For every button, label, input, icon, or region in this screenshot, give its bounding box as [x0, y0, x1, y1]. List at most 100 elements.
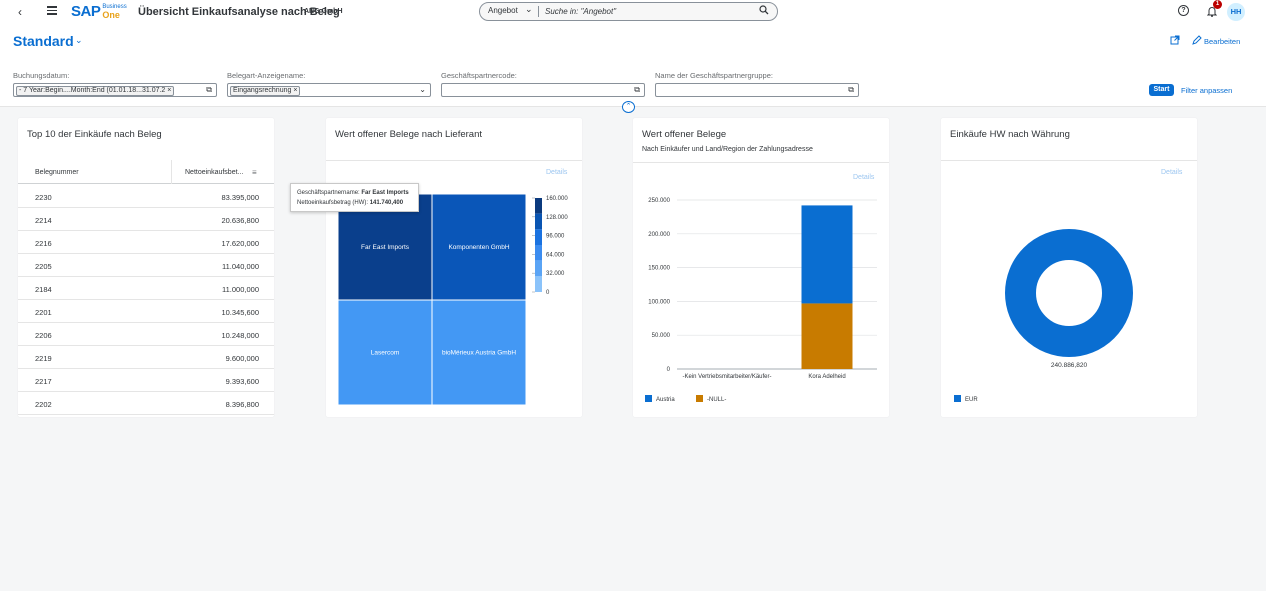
table-row[interactable]: 2214 20.636,800: [18, 208, 274, 231]
bar-segment[interactable]: [801, 303, 853, 369]
table-row[interactable]: 2205 11.040,000: [18, 254, 274, 277]
card-title[interactable]: Einkäufe HW nach Währung: [950, 129, 1070, 140]
treemap-cell-rect[interactable]: [337, 299, 433, 406]
details-link[interactable]: Details: [853, 174, 875, 181]
legend-swatch: [645, 395, 652, 402]
table-row[interactable]: 2217 9.393,600: [18, 369, 274, 392]
color-scale-label: 96.000: [546, 234, 565, 240]
donut-slice[interactable]: [1005, 229, 1133, 357]
sort-icon[interactable]: ≡: [252, 168, 257, 177]
bar-segment[interactable]: [801, 205, 853, 304]
table-row[interactable]: 2206 10.248,000: [18, 323, 274, 346]
bp-code-field[interactable]: ⧉: [441, 83, 645, 97]
doc-type-token[interactable]: Eingangsrechnung ×: [230, 85, 301, 96]
posting-date-token-text: - 7 Year:Begin....Month:End (01.01.18...…: [19, 86, 166, 94]
cell-amount: 9.600,000: [225, 354, 259, 363]
chevron-down-icon[interactable]: ⌄: [75, 35, 83, 45]
color-scale-label: 32.000: [546, 271, 565, 277]
cell-amount: 17.620,000: [221, 239, 259, 248]
cell-amount: 8.396,800: [225, 400, 259, 409]
page-header: Standard ⌄ Bearbeiten Buchungsdatum: - 7…: [0, 24, 1266, 107]
color-scale-segment: [535, 198, 542, 214]
legend-swatch: [696, 395, 703, 402]
avatar[interactable]: HH: [1227, 3, 1245, 21]
search-scope-select[interactable]: Angebot: [488, 6, 518, 15]
treemap-cell[interactable]: Lasercom: [337, 299, 433, 406]
bp-group-label: Name der Geschäftspartnergruppe:: [655, 71, 773, 80]
color-scale-segment: [535, 276, 542, 292]
back-icon[interactable]: ‹: [18, 5, 22, 19]
table-row[interactable]: 2219 9.600,000: [18, 346, 274, 369]
treemap-cell[interactable]: Komponenten GmbH: [431, 193, 527, 301]
y-tick-label: 250.000: [648, 198, 670, 204]
logo-one-text: One: [102, 10, 120, 20]
table-row[interactable]: 2184 11.000,000: [18, 277, 274, 300]
treemap-cell-rect[interactable]: [431, 193, 527, 301]
collapse-header-icon[interactable]: ⌃: [622, 101, 635, 113]
legend-label[interactable]: Austria: [656, 397, 675, 403]
posting-date-label: Buchungsdatum:: [13, 71, 70, 80]
search-separator: [538, 6, 539, 17]
legend-label[interactable]: -NULL-: [707, 397, 726, 403]
card-title[interactable]: Top 10 der Einkäufe nach Beleg: [27, 129, 162, 140]
logo-business-text: Business: [102, 4, 127, 10]
treemap-cell-label: Far East Imports: [361, 244, 410, 251]
color-scale-segment: [535, 213, 542, 230]
search-icon[interactable]: [759, 5, 769, 18]
cell-doc-number: 2205: [35, 262, 52, 271]
cell-amount: 11.000,000: [222, 285, 259, 294]
color-scale-label: 128.000: [546, 215, 568, 221]
posting-date-field[interactable]: - 7 Year:Begin....Month:End (01.01.18...…: [13, 83, 217, 97]
details-link[interactable]: Details: [1161, 169, 1183, 176]
bp-group-field[interactable]: ⧉: [655, 83, 859, 97]
cell-amount: 83.395,000: [221, 193, 259, 202]
treemap-cell-rect[interactable]: [431, 299, 527, 406]
doc-type-field[interactable]: Eingangsrechnung × ⌄: [227, 83, 431, 97]
search-input[interactable]: Suche in: "Angebot": [545, 7, 617, 16]
details-link[interactable]: Details: [546, 169, 568, 176]
table-row[interactable]: 2230 83.395,000: [18, 185, 274, 208]
y-tick-label: 150.000: [648, 266, 670, 272]
donut-card: Einkäufe HW nach Währung Details 240.886…: [941, 118, 1197, 417]
start-button[interactable]: Start: [1149, 84, 1174, 96]
legend-label[interactable]: EUR: [965, 397, 978, 403]
cell-doc-number: 2214: [35, 216, 52, 225]
column-header-amount[interactable]: Nettoeinkaufsbet...: [185, 169, 244, 176]
chevron-down-icon[interactable]: ⌄: [419, 85, 426, 94]
bar-chart: 0 50.000 100.000 150.000 200.000 250.000 -Kein…: [645, 198, 877, 403]
value-help-icon[interactable]: ⧉: [206, 85, 212, 94]
table-row[interactable]: 2202 8.396,800: [18, 392, 274, 415]
card-title[interactable]: Wert offener Belege nach Lieferant: [335, 129, 482, 140]
cell-amount: 9.393,600: [225, 377, 259, 386]
variant-title[interactable]: Standard: [13, 33, 74, 49]
value-help-icon[interactable]: ⧉: [848, 85, 854, 94]
chevron-down-icon[interactable]: ⌄: [525, 4, 533, 14]
treemap-cell[interactable]: bioMérieux Austria GmbH: [431, 299, 527, 406]
logo-sap-text: SAP: [71, 3, 101, 20]
column-divider: [171, 160, 172, 184]
top10-card: Top 10 der Einkäufe nach Beleg Belegnumm…: [18, 118, 274, 417]
posting-date-token[interactable]: - 7 Year:Begin....Month:End (01.01.18...…: [16, 85, 175, 96]
treemap-chart: Far East Imports Komponenten GmbH Lasercom…: [337, 193, 568, 406]
y-tick-label: 0: [667, 367, 671, 373]
search-bar[interactable]: Angebot ⌄ Suche in: "Angebot": [479, 2, 778, 21]
help-icon[interactable]: ?: [1178, 5, 1189, 16]
cell-doc-number: 2206: [35, 331, 52, 340]
card-subtitle: Nach Einkäufer und Land/Region der Zahlu…: [642, 146, 813, 153]
edit-icon[interactable]: [1192, 35, 1202, 48]
tooltip-line-amount: Nettoeinkaufsbetrag (HW): 141.740,400: [297, 200, 403, 206]
column-header-doc[interactable]: Belegnummer: [35, 169, 79, 176]
edit-button[interactable]: Bearbeiten: [1204, 37, 1241, 46]
card-title[interactable]: Wert offener Belege: [642, 129, 727, 140]
color-scale-label: 160.000: [546, 196, 568, 202]
sap-logo[interactable]: SAP Business One: [71, 4, 127, 20]
menu-icon[interactable]: [47, 6, 57, 17]
table-row[interactable]: 2216 17.620,000: [18, 231, 274, 254]
donut-chart: 240.886,820 EUR: [954, 229, 1133, 403]
table-row[interactable]: 2201 10.345,600: [18, 300, 274, 323]
adapt-filters-button[interactable]: Filter anpassen: [1181, 86, 1233, 95]
shell-bar: ‹ SAP Business One Übersicht Einkaufsana…: [0, 0, 1266, 24]
tooltip-name-label: Geschäftspartnername:: [297, 190, 360, 196]
share-icon[interactable]: [1170, 35, 1180, 48]
value-help-icon[interactable]: ⧉: [634, 85, 640, 94]
